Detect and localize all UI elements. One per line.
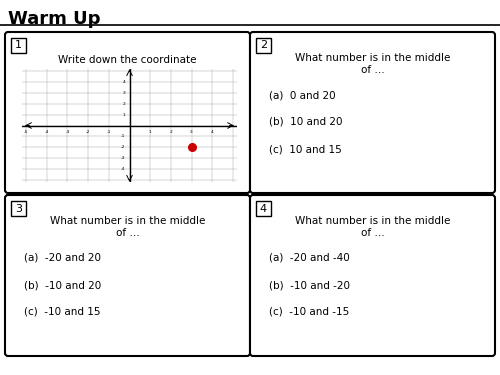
Text: (c)  10 and 15: (c) 10 and 15 [269, 144, 342, 154]
Text: -1: -1 [106, 130, 111, 134]
Text: 4: 4 [211, 130, 214, 134]
Bar [256, 201, 271, 216]
Text: 1: 1 [122, 112, 126, 117]
Text: -4: -4 [44, 130, 49, 134]
Text: (c)  -10 and -15: (c) -10 and -15 [269, 307, 349, 317]
Text: -2: -2 [121, 145, 126, 149]
Text: 2: 2 [122, 102, 126, 106]
Text: What number is in the middle
of …: What number is in the middle of … [295, 216, 450, 238]
Text: (b)  -10 and -20: (b) -10 and -20 [269, 280, 350, 290]
Text: -3: -3 [66, 130, 70, 134]
Text: -1: -1 [121, 134, 126, 138]
Text: (b)  -10 and 20: (b) -10 and 20 [24, 280, 101, 290]
Text: 3: 3 [15, 204, 22, 213]
Text: 2: 2 [260, 40, 267, 51]
Text: What number is in the middle
of …: What number is in the middle of … [295, 53, 450, 75]
FancyBboxPatch shape [250, 32, 495, 193]
Bar [11, 201, 26, 216]
FancyBboxPatch shape [5, 32, 250, 193]
Bar [11, 38, 26, 53]
FancyBboxPatch shape [250, 195, 495, 356]
Text: 4: 4 [122, 80, 126, 84]
Text: -5: -5 [24, 130, 28, 134]
Text: Warm Up: Warm Up [8, 10, 100, 28]
Text: 2: 2 [170, 130, 172, 134]
Text: (a)  0 and 20: (a) 0 and 20 [269, 90, 336, 100]
Text: Write down the coordinate: Write down the coordinate [58, 55, 197, 65]
Text: 4: 4 [260, 204, 267, 213]
Text: -4: -4 [121, 167, 126, 171]
Text: (a)  -20 and 20: (a) -20 and 20 [24, 253, 101, 263]
Text: -3: -3 [121, 156, 126, 160]
Text: 1: 1 [15, 40, 22, 51]
Text: 1: 1 [149, 130, 152, 134]
FancyBboxPatch shape [5, 195, 250, 356]
Text: What number is in the middle
of …: What number is in the middle of … [50, 216, 205, 238]
Text: (c)  -10 and 15: (c) -10 and 15 [24, 307, 101, 317]
Text: 3: 3 [190, 130, 193, 134]
Text: (b)  10 and 20: (b) 10 and 20 [269, 117, 342, 127]
Bar [256, 38, 271, 53]
Text: -2: -2 [86, 130, 90, 134]
Text: 3: 3 [122, 91, 126, 95]
Text: (a)  -20 and -40: (a) -20 and -40 [269, 253, 350, 263]
